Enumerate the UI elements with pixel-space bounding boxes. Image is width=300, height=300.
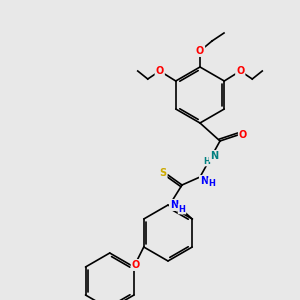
Text: O: O: [132, 260, 140, 270]
Text: H: H: [208, 178, 215, 188]
Text: H: H: [204, 157, 210, 166]
Text: N: N: [200, 176, 208, 186]
Text: S: S: [159, 168, 167, 178]
Text: O: O: [239, 130, 247, 140]
Text: N: N: [210, 151, 218, 161]
Text: O: O: [196, 46, 204, 56]
Text: H: H: [178, 205, 185, 214]
Text: O: O: [236, 66, 244, 76]
Text: N: N: [170, 200, 178, 210]
Text: O: O: [156, 66, 164, 76]
